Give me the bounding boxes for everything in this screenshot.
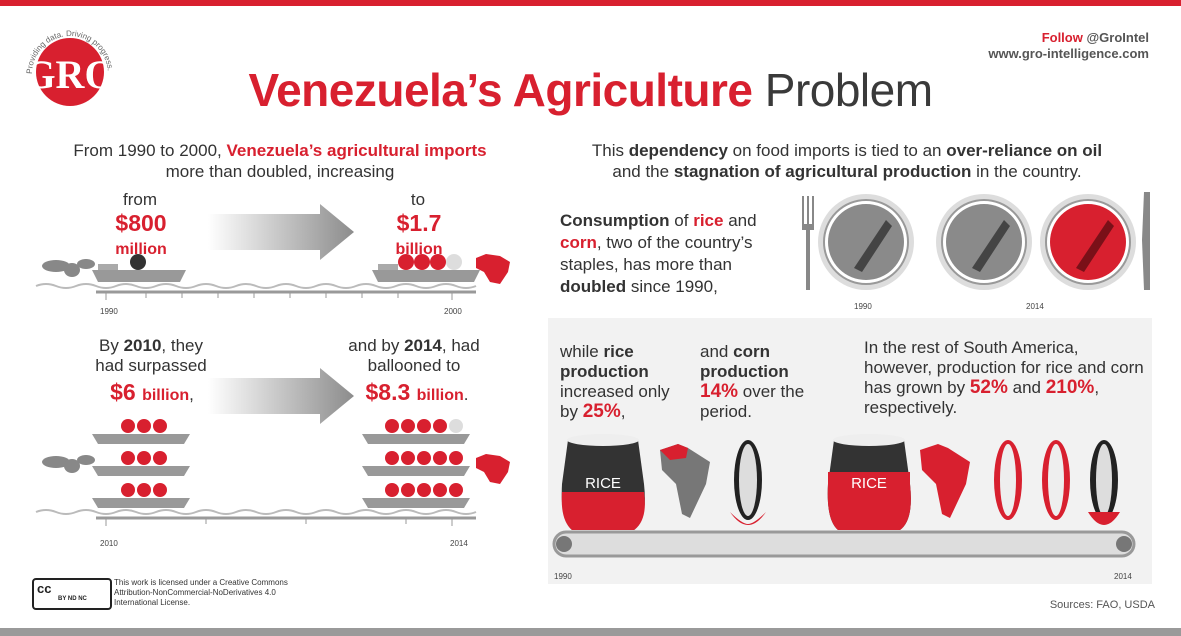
cargo-ship-1990 bbox=[92, 254, 186, 282]
right-intro-text: This dependency on food imports is tied … bbox=[591, 141, 1103, 181]
license-text[interactable]: This work is licensed under a Creative C… bbox=[114, 578, 288, 607]
conveyor-belt bbox=[552, 530, 1136, 558]
consumption-text: Consumption of rice and corn, two of the… bbox=[560, 211, 757, 296]
south-america-map-grey bbox=[660, 444, 710, 518]
fork-icon bbox=[802, 196, 814, 290]
cargo-ship-stack-2014 bbox=[362, 419, 470, 508]
cc-license-badge[interactable]: cc BY ND NC bbox=[32, 578, 112, 610]
title-dark: Problem bbox=[764, 64, 933, 116]
by-2010-value: $6 billion, bbox=[110, 379, 194, 405]
year-2014-a: 2014 bbox=[450, 539, 468, 548]
sack-label-2: RICE bbox=[851, 475, 887, 492]
follow-block: Follow @GroIntel www.gro-intelligence.co… bbox=[988, 30, 1149, 62]
sack-label-1: RICE bbox=[585, 475, 621, 492]
rice-sack-south-america: RICE bbox=[827, 434, 911, 530]
logo-text: GRO bbox=[24, 52, 115, 97]
to-value: $1.7 billion bbox=[395, 210, 443, 259]
bottom-bar bbox=[0, 628, 1181, 636]
plate-2014-a bbox=[936, 194, 1032, 290]
timeline-2010-2014 bbox=[35, 419, 510, 526]
left-intro-text: From 1990 to 2000, Venezuela’s agricultu… bbox=[73, 141, 487, 181]
cargo-ship-2000 bbox=[372, 254, 480, 282]
plates-illustration bbox=[802, 192, 1150, 290]
by-2014-text: and by 2014, had ballooned to bbox=[348, 336, 480, 375]
belt-year-1990: 1990 bbox=[554, 572, 572, 581]
cc-codes: BY ND NC bbox=[58, 596, 87, 602]
from-value: $800 million bbox=[115, 210, 167, 259]
corn-production-text: and corn production 14% over the period. bbox=[700, 342, 805, 421]
to-label: to bbox=[410, 190, 426, 209]
year-1990-a: 1990 bbox=[100, 307, 118, 316]
by-2010-text: By 2010, they had surpassed bbox=[95, 336, 207, 375]
production-illustration: RICE RICE bbox=[552, 434, 1136, 558]
south-america-text: In the rest of South America, however, p… bbox=[864, 338, 1144, 417]
page-title: Venezuela’s Agriculture Problem bbox=[0, 62, 1181, 118]
year-2010: 2010 bbox=[100, 539, 118, 548]
venezuela-map-icon-2 bbox=[476, 454, 510, 484]
twitter-handle[interactable]: @GroIntel bbox=[1086, 30, 1149, 45]
rice-production-text: while rice production increased only by … bbox=[560, 342, 670, 422]
corn-cob-1 bbox=[730, 440, 766, 525]
plate-2014-b bbox=[1040, 194, 1136, 290]
by-2014-value: $8.3 billion. bbox=[365, 379, 469, 405]
year-2000: 2000 bbox=[444, 307, 462, 316]
website-link[interactable]: www.gro-intelligence.com bbox=[988, 46, 1149, 61]
corn-cob-3 bbox=[1042, 440, 1070, 520]
plate-1990 bbox=[818, 194, 914, 290]
title-red: Venezuela’s Agriculture bbox=[248, 64, 753, 116]
plate-year-1990: 1990 bbox=[854, 302, 872, 311]
venezuela-map-icon bbox=[476, 254, 510, 284]
plate-year-2014: 2014 bbox=[1026, 302, 1044, 311]
timeline-1990-2000 bbox=[35, 254, 510, 300]
corn-cob-4 bbox=[1088, 440, 1120, 525]
knife-icon bbox=[1142, 192, 1150, 290]
world-map-icon-2 bbox=[42, 455, 95, 473]
cargo-ship-stack-2010 bbox=[92, 419, 190, 508]
belt-year-2014: 2014 bbox=[1114, 572, 1132, 581]
follow-label: Follow bbox=[1041, 30, 1083, 45]
from-label: from bbox=[123, 190, 157, 209]
south-america-map-red bbox=[920, 444, 970, 518]
cc-icon: cc bbox=[37, 581, 52, 596]
top-accent-bar bbox=[0, 0, 1181, 6]
world-map-icon bbox=[42, 259, 95, 277]
growth-arrow-2 bbox=[208, 368, 354, 424]
rice-sack-venezuela: RICE bbox=[561, 434, 645, 530]
gro-logo: GRO Providing data. Driving progress. bbox=[22, 22, 118, 118]
corn-cob-2 bbox=[994, 440, 1022, 520]
sources-text: Sources: FAO, USDA bbox=[1049, 599, 1155, 611]
growth-arrow-1 bbox=[208, 204, 354, 260]
